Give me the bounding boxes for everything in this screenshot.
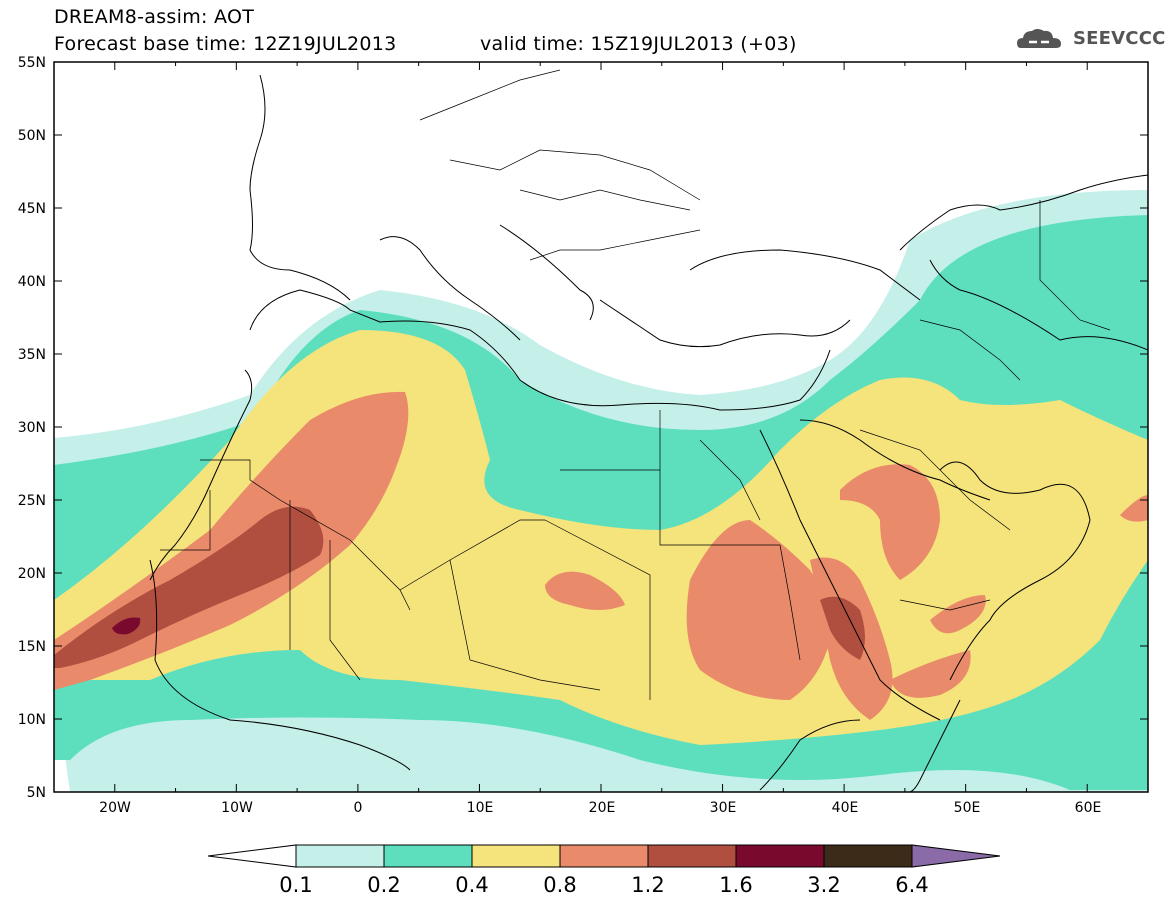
colorbar-label: 6.4 [895,873,928,897]
logo-text: SEEVCCC [1073,28,1165,49]
colorbar-swatch [471,844,561,868]
lon-label: 60E [1075,800,1102,816]
lat-label: 5N [27,785,46,801]
lat-label: 35N [18,347,46,363]
colorbar-labels: 0.1 0.2 0.4 0.8 1.2 1.6 3.2 6.4 [279,873,928,897]
borders [160,69,1111,700]
colorbar-swatch [295,844,385,868]
lat-label: 25N [18,493,46,509]
aot-contours [54,190,1148,792]
lat-label: 15N [18,639,46,655]
coastlines [149,74,1148,792]
colorbar-arrow-right [911,844,1001,868]
lat-label: 30N [18,420,46,436]
map-frame [53,61,1149,793]
cloud-icon [1017,29,1061,48]
colorbar-swatch [383,844,473,868]
aot-area-0-8-arabia [840,464,940,580]
colorbar-label: 1.6 [719,873,752,897]
forecast-base-time: Forecast base time: 12Z19JUL2013 [54,33,397,55]
lat-label: 50N [18,128,46,144]
lat-labels: 55N 50N 45N 40N 35N 30N 25N 20N 15N 10N … [18,55,46,801]
aot-area-1-6 [112,617,141,635]
aot-area-0-8-sudan [686,520,830,700]
colorbar-label: 0.4 [455,873,488,897]
aot-area-0-8-chad [545,571,625,610]
lon-label: 10W [221,800,253,816]
colorbar-swatch [823,844,913,868]
valid-time: valid time: 15Z19JUL2013 (+03) [480,33,797,55]
colorbar-swatch [559,844,649,868]
lon-label: 40E [832,800,859,816]
aot-area-0-8-yemen [890,650,971,698]
lon-labels: 20W 10W 0 10E 20E 30E 40E 50E 60E [99,800,1101,816]
lon-label: 50E [954,800,981,816]
lat-label: 40N [18,274,46,290]
lon-label: 10E [467,800,494,816]
colorbar-label: 0.1 [279,873,312,897]
colorbar-swatch [735,844,825,868]
colorbar-label: 3.2 [807,873,840,897]
lon-label: 30E [710,800,737,816]
aot-area-1-2-eritrea [820,596,865,660]
colorbar-label: 0.2 [367,873,400,897]
map-title: DREAM8-assim: AOT [54,6,255,28]
lon-label: 20E [589,800,616,816]
lat-label: 10N [18,712,46,728]
lat-label: 20N [18,566,46,582]
lon-label: 20W [99,800,131,816]
colorbar-label: 0.8 [543,873,576,897]
colorbar-arrow-left [207,844,297,868]
lat-label: 55N [18,55,46,71]
aot-area-0-8-gulf [1120,495,1148,522]
colorbar-swatches [207,844,1001,868]
lat-label: 45N [18,201,46,217]
colorbar-swatch [647,844,737,868]
lon-label: 0 [354,800,363,816]
colorbar-label: 1.2 [631,873,664,897]
